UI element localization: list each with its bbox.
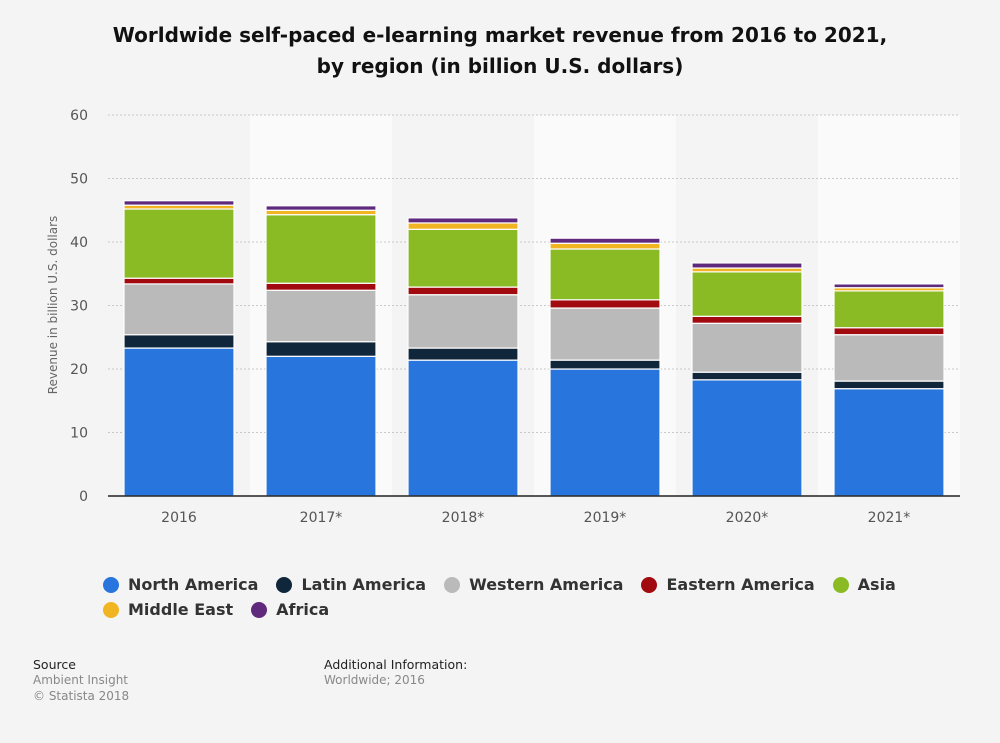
bars (123, 200, 945, 497)
legend-item[interactable]: Africa (251, 597, 329, 622)
bar-segment-latin-america[interactable] (691, 371, 803, 381)
bar-segment-north-america[interactable] (265, 355, 377, 497)
bar-segment-africa[interactable] (549, 237, 661, 244)
chart-title: Worldwide self-paced e-learning market r… (0, 20, 1000, 82)
bar-segment-asia[interactable] (123, 208, 235, 279)
legend-marker-icon (103, 576, 119, 593)
legend-item[interactable]: Latin America (276, 572, 426, 597)
bar-segment-middle-east[interactable] (407, 222, 519, 230)
copyright-line: © Statista 2018 (33, 689, 130, 703)
legend-label: Eastern America (666, 575, 815, 594)
x-tick-label: 2019* (584, 510, 627, 526)
y-tick-label: 10 (70, 426, 88, 442)
legend-marker-icon (444, 576, 461, 593)
legend-item[interactable]: North America (103, 572, 258, 597)
bar-segment-africa[interactable] (833, 283, 945, 289)
bar-segment-africa[interactable] (265, 205, 377, 211)
bar-segment-asia[interactable] (691, 271, 803, 317)
y-tick-label: 30 (70, 299, 88, 315)
bar-segment-asia[interactable] (407, 228, 519, 288)
bar-segment-western-america[interactable] (833, 334, 945, 382)
bar-segment-eastern-america[interactable] (265, 282, 377, 291)
bar-segment-eastern-america[interactable] (549, 299, 661, 309)
x-tick-label: 2018* (442, 510, 485, 526)
legend-item[interactable]: Asia (832, 572, 896, 597)
gridlines (108, 114, 960, 433)
legend-marker-icon (251, 601, 268, 618)
bar-segment-north-america[interactable] (407, 359, 519, 497)
legend-label: Western America (469, 575, 624, 594)
legend: North America Latin America Western Americ… (103, 572, 963, 622)
x-tick-label: 2020* (726, 510, 769, 526)
legend-label: Latin America (301, 575, 427, 594)
bar-segment-latin-america[interactable] (123, 334, 235, 349)
bar-segment-western-america[interactable] (123, 283, 235, 336)
bar-segment-eastern-america[interactable] (123, 277, 235, 285)
bar-segment-latin-america[interactable] (407, 347, 519, 361)
bar-segment-africa[interactable] (123, 200, 235, 206)
additional-info-label: Additional Information: (324, 657, 468, 672)
additional-info-block: Additional Information: Worldwide; 2016 (324, 657, 467, 688)
bar-segment-north-america[interactable] (123, 347, 235, 497)
bar-segment-latin-america[interactable] (833, 380, 945, 390)
bar-segment-africa[interactable] (407, 217, 519, 224)
bar-segment-asia[interactable] (549, 248, 661, 301)
legend-label: Asia (857, 575, 896, 594)
bar-segment-eastern-america[interactable] (691, 315, 803, 324)
bar-segment-middle-east[interactable] (265, 209, 377, 216)
x-tick-label: 2017* (300, 510, 343, 526)
bar-segment-western-america[interactable] (691, 322, 803, 373)
y-axis-label: Revenue in billion U.S. dollars (46, 216, 60, 395)
bar-segment-middle-east[interactable] (549, 242, 661, 250)
bar-segment-africa[interactable] (691, 262, 803, 269)
legend-label: North America (128, 575, 259, 594)
bar-segment-north-america[interactable] (549, 368, 661, 497)
axes: 0 10 20 30 40 50 60 2016 2017* 2018* 2019* 2020* 202… (70, 108, 960, 526)
source-block: Source Ambient Insight © Statista 2018 (33, 657, 129, 704)
legend-item[interactable]: Western America (444, 572, 623, 597)
legend-marker-icon (103, 601, 119, 618)
additional-info-text: Worldwide; 2016 (324, 673, 425, 687)
bar-segment-latin-america[interactable] (265, 341, 377, 357)
bar-segment-latin-america[interactable] (549, 359, 661, 370)
legend-marker-icon (832, 576, 849, 593)
y-tick-label: 50 (70, 172, 88, 188)
y-tick-label: 0 (79, 489, 88, 505)
legend-label: Africa (276, 600, 330, 619)
legend-item[interactable]: Middle East (103, 597, 233, 622)
x-tick-label: 2016 (161, 510, 197, 526)
bar-segment-eastern-america[interactable] (833, 327, 945, 336)
legend-item[interactable]: Eastern America (641, 572, 815, 597)
source-label: Source (33, 657, 76, 672)
bar-segment-asia[interactable] (833, 290, 945, 329)
x-tick-label: 2021* (868, 510, 911, 526)
y-tick-label: 40 (70, 235, 88, 251)
y-tick-label: 60 (70, 108, 88, 124)
bar-segment-western-america[interactable] (265, 289, 377, 343)
bar-segment-western-america[interactable] (407, 294, 519, 349)
legend-label: Middle East (128, 600, 234, 619)
stacked-bar-chart: 0 10 20 30 40 50 60 2016 2017* 2018* 2019* 2020* 202… (46, 108, 960, 526)
bar-segment-western-america[interactable] (549, 307, 661, 361)
legend-marker-icon (276, 576, 293, 593)
legend-marker-icon (641, 576, 658, 593)
source-line[interactable]: Ambient Insight (33, 673, 129, 687)
bar-segment-asia[interactable] (265, 214, 377, 284)
chart-title-line-2: by region (in billion U.S. dollars) (316, 54, 684, 78)
bar-segment-eastern-america[interactable] (407, 286, 519, 296)
y-tick-label: 20 (70, 362, 88, 378)
chart-title-line-1: Worldwide self-paced e-learning market r… (112, 23, 888, 47)
bar-segment-north-america[interactable] (833, 388, 945, 497)
bar-segment-north-america[interactable] (691, 379, 803, 497)
